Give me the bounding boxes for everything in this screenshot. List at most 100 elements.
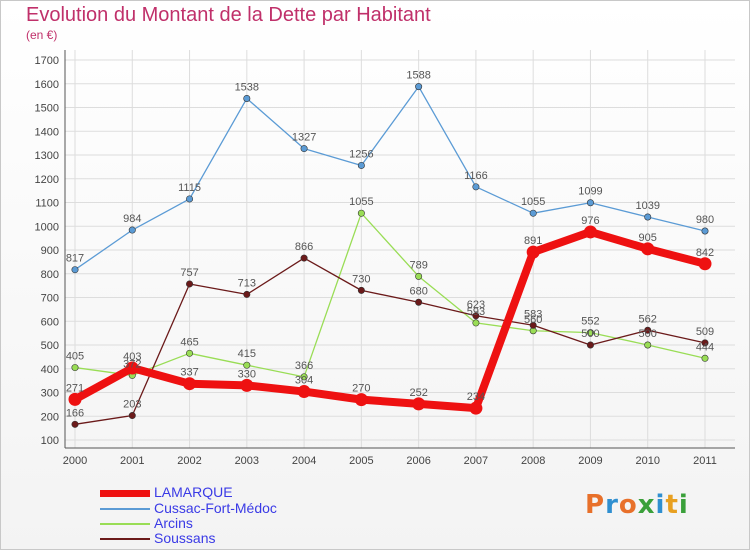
series-layer — [68, 83, 712, 428]
data-label: 465 — [180, 336, 198, 348]
legend-entry: Soussans — [100, 530, 215, 546]
data-label: 1256 — [349, 148, 373, 160]
data-label: 757 — [180, 267, 198, 279]
data-point — [529, 321, 537, 329]
data-point — [641, 242, 655, 256]
data-point — [526, 245, 540, 259]
data-label: 980 — [696, 214, 714, 226]
data-point — [300, 254, 308, 262]
series-line-arcins — [74, 212, 706, 378]
series-line-cussac-fort-m-doc — [74, 85, 706, 271]
data-label: 976 — [581, 215, 599, 227]
data-point — [357, 161, 365, 169]
data-point — [644, 341, 652, 349]
data-label: 271 — [66, 382, 84, 394]
data-label: 500 — [639, 328, 657, 340]
y-tick-label: 1200 — [35, 174, 59, 186]
data-label: 562 — [639, 313, 657, 325]
data-label: 730 — [352, 273, 370, 285]
data-point — [243, 290, 251, 298]
data-label: 166 — [66, 407, 84, 419]
y-tick-label: 200 — [41, 411, 59, 423]
y-tick-label: 1700 — [35, 55, 59, 67]
data-point — [183, 377, 197, 391]
legend-swatch — [100, 489, 150, 497]
data-label: 403 — [123, 351, 141, 363]
data-point — [354, 393, 368, 407]
data-point — [472, 183, 480, 191]
data-label: 500 — [581, 328, 599, 340]
legend-label: Cussac-Fort-Médoc — [154, 500, 277, 516]
legend-swatch — [100, 538, 150, 541]
data-label: 405 — [66, 351, 84, 363]
legend-label: Soussans — [154, 530, 216, 546]
data-point — [415, 298, 423, 306]
data-point — [125, 361, 139, 375]
legend-entry: Cussac-Fort-Médoc — [100, 500, 277, 516]
data-label: 304 — [295, 375, 313, 387]
data-label: 1055 — [349, 196, 373, 208]
y-tick-label: 400 — [41, 364, 59, 376]
legend-swatch — [100, 508, 150, 511]
data-label: 252 — [409, 387, 427, 399]
x-tick-label: 2007 — [464, 455, 488, 467]
logo-letter: r — [605, 490, 619, 520]
x-tick-label: 2008 — [521, 455, 545, 467]
y-tick-label: 1600 — [35, 79, 59, 91]
data-label: 1055 — [521, 196, 545, 208]
data-point — [701, 227, 709, 235]
logo-letter: x — [637, 490, 656, 520]
data-point — [243, 361, 251, 369]
data-point — [68, 392, 82, 406]
data-label: 337 — [180, 367, 198, 379]
data-label: 552 — [581, 316, 599, 328]
data-label: 623 — [467, 299, 485, 311]
x-tick-label: 2005 — [349, 455, 373, 467]
data-label: 713 — [238, 277, 256, 289]
data-point — [586, 329, 594, 337]
data-point — [472, 312, 480, 320]
data-label: 817 — [66, 253, 84, 265]
data-point — [71, 364, 79, 372]
data-point — [240, 378, 254, 392]
data-label: 891 — [524, 235, 542, 247]
data-point — [357, 286, 365, 294]
data-point — [300, 373, 308, 381]
data-label: 1538 — [235, 81, 259, 93]
x-tick-label: 2011 — [693, 455, 717, 467]
data-point — [586, 199, 594, 207]
data-point — [586, 341, 594, 349]
data-point — [529, 209, 537, 217]
data-label: 203 — [123, 399, 141, 411]
data-point — [71, 266, 79, 274]
data-label: 1166 — [464, 170, 488, 182]
data-point — [469, 401, 483, 415]
y-tick-label: 500 — [41, 340, 59, 352]
data-label: 372 — [123, 358, 141, 370]
series-line-soussans — [74, 257, 706, 425]
data-point — [412, 397, 426, 411]
data-label: 789 — [409, 259, 427, 271]
proxiti-logo: Proxiti — [585, 490, 689, 520]
data-point — [472, 319, 480, 327]
legend-entry: LAMARQUE — [100, 484, 233, 500]
data-label: 1115 — [178, 182, 201, 194]
logo-letter: i — [655, 490, 666, 520]
legend-swatch — [100, 523, 150, 526]
y-tick-label: 1000 — [35, 221, 59, 233]
x-tick-label: 2000 — [63, 455, 87, 467]
y-tick-label: 300 — [41, 388, 59, 400]
data-point — [644, 213, 652, 221]
y-tick-label: 600 — [41, 316, 59, 328]
data-point — [583, 225, 597, 239]
data-point — [186, 195, 194, 203]
y-tick-label: 1400 — [35, 126, 59, 138]
logo-letter: i — [678, 490, 689, 520]
legend-label: Arcins — [154, 515, 193, 531]
data-label: 842 — [696, 247, 714, 259]
data-point — [415, 272, 423, 280]
data-point — [297, 385, 311, 399]
data-label: 1588 — [406, 70, 430, 82]
data-point — [300, 145, 308, 153]
